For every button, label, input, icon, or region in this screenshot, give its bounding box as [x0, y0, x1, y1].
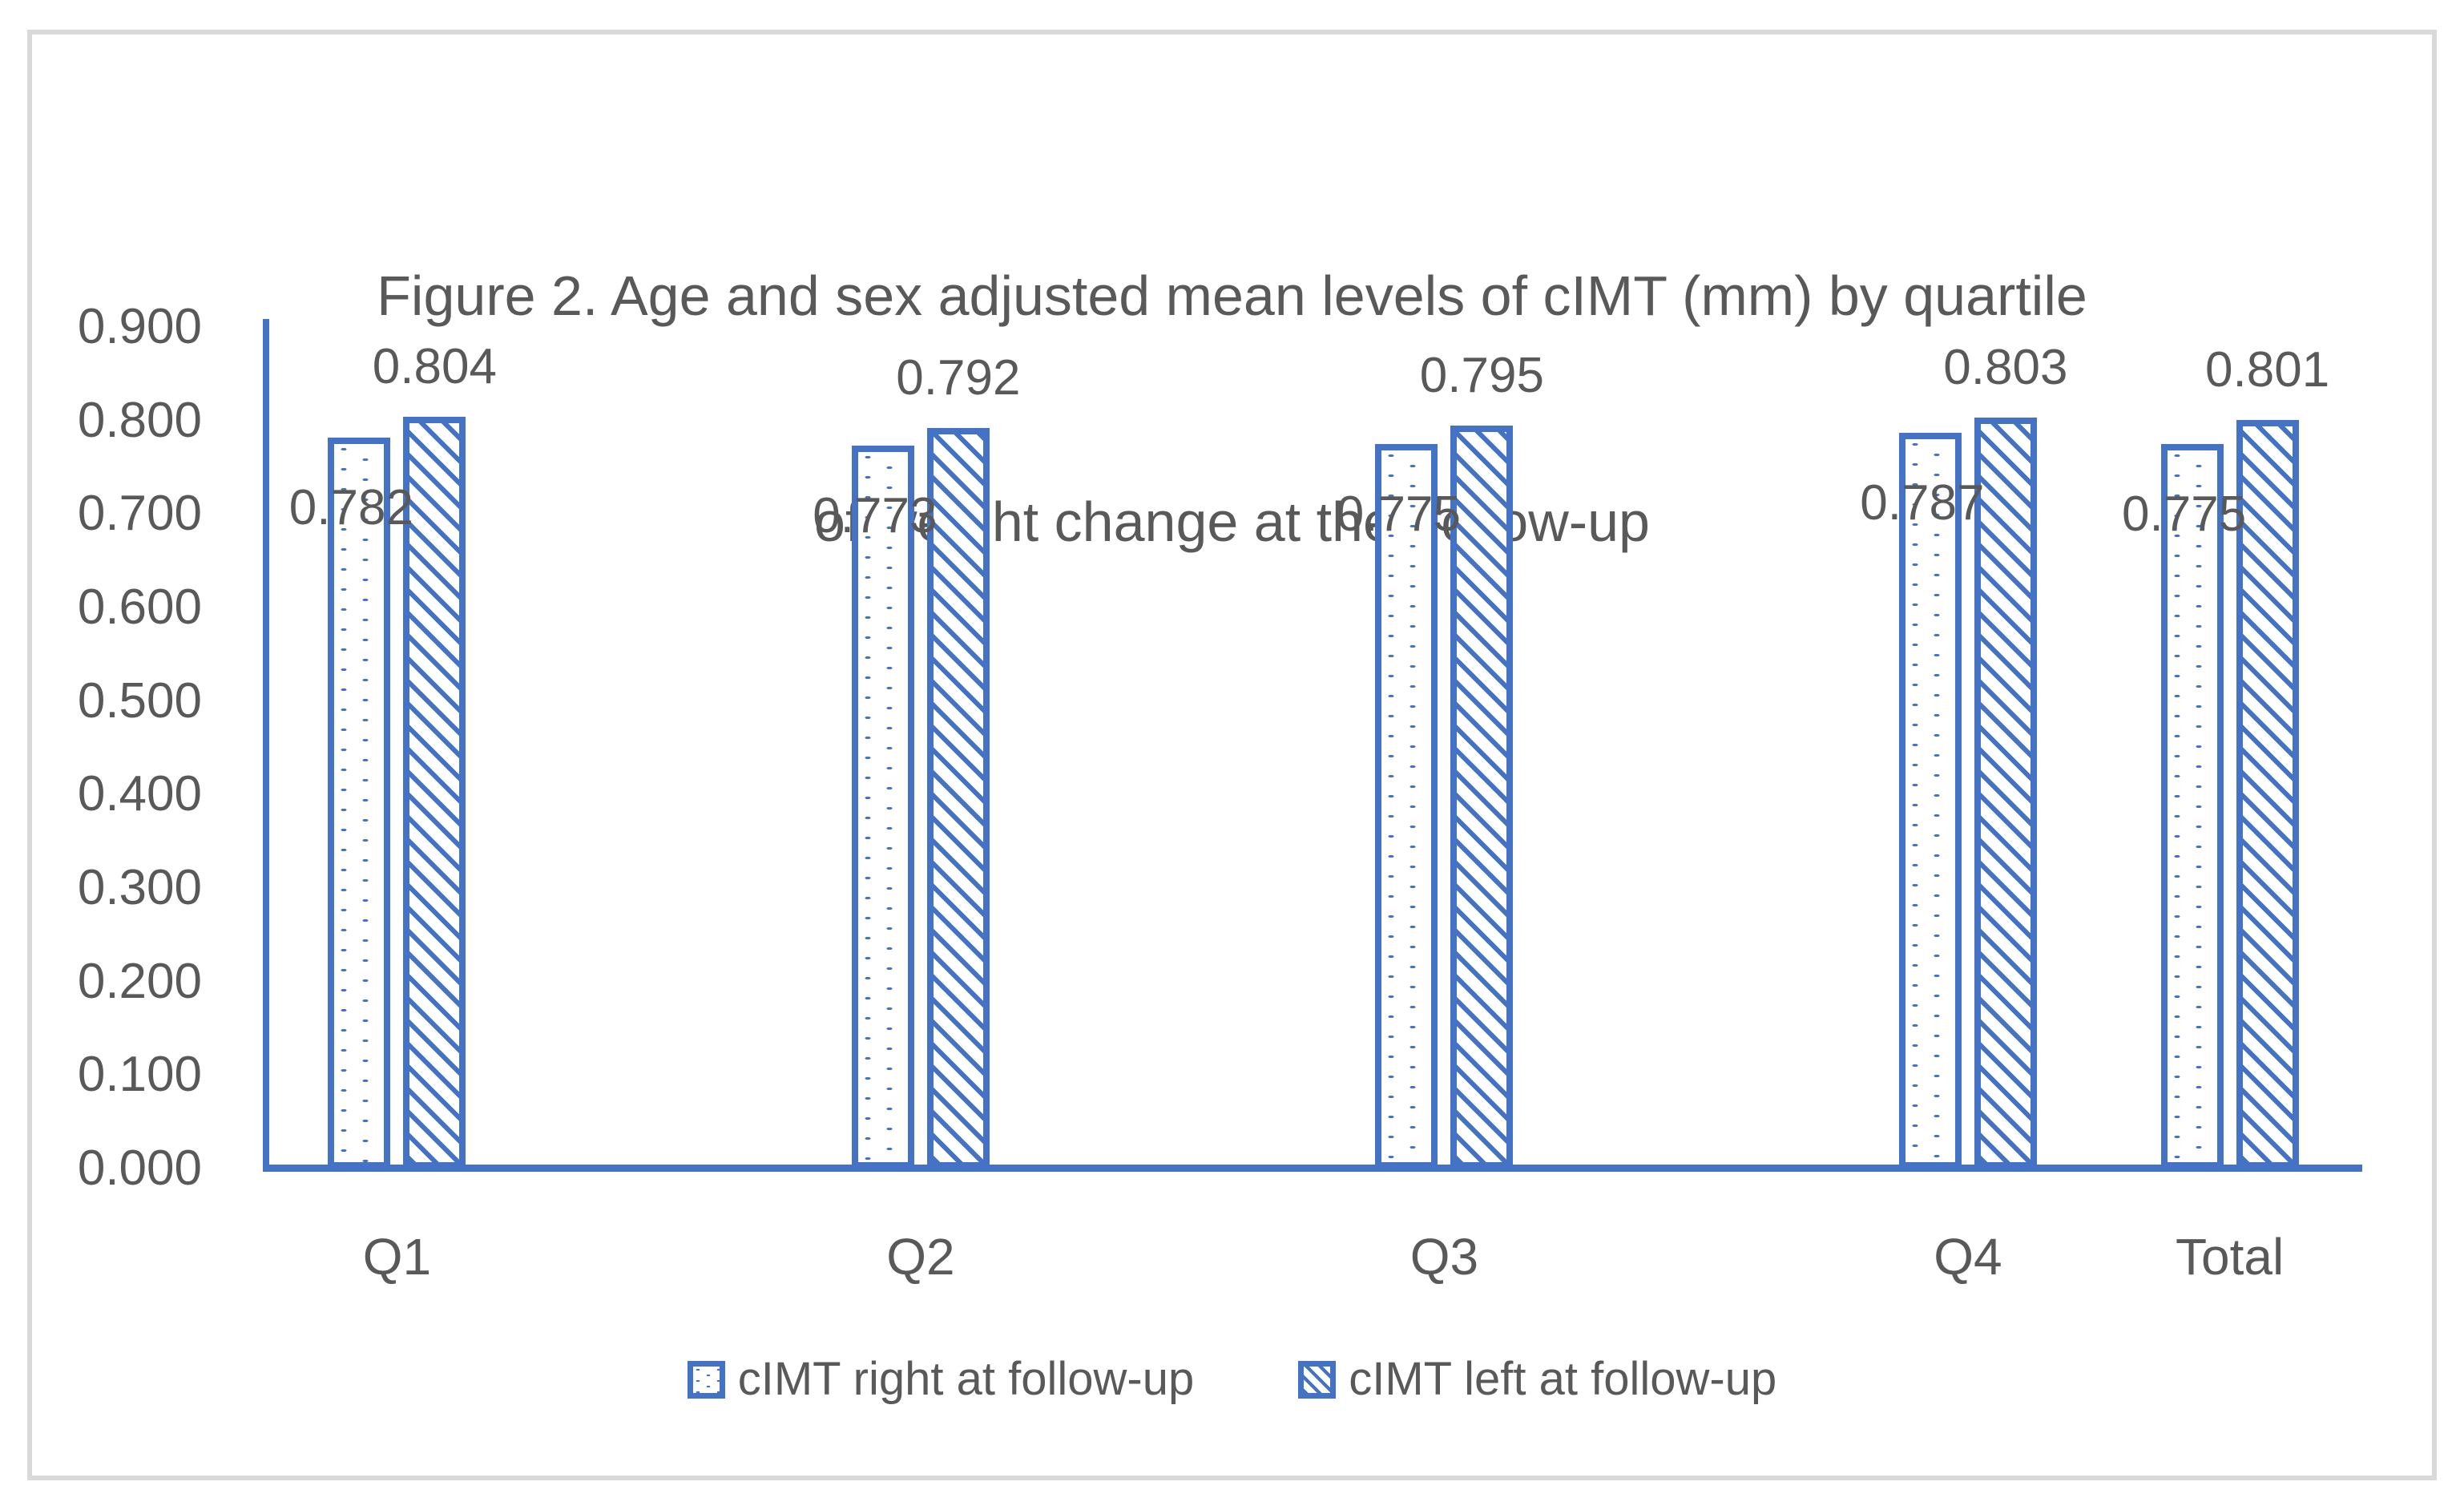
- category-label: Q2: [886, 1228, 955, 1286]
- category-label: Total: [2176, 1228, 2285, 1286]
- category-label: Q3: [1409, 1228, 1479, 1286]
- dotted-pattern-swatch-icon: [687, 1360, 725, 1399]
- y-tick-label: 0.900: [77, 299, 202, 354]
- data-label-cimt-right: 0.782: [288, 479, 413, 535]
- legend-label-cimt-left: cIMT left at follow-up: [1349, 1353, 1777, 1405]
- legend-label-cimt-right: cIMT right at follow-up: [737, 1353, 1195, 1405]
- y-tick-label: 0.200: [77, 953, 202, 1009]
- y-tick-label: 0.700: [77, 486, 202, 542]
- data-label-cimt-left: 0.801: [2205, 341, 2330, 398]
- bar-cimt-left: [403, 417, 466, 1169]
- y-tick-label: 0.600: [77, 579, 202, 635]
- legend: cIMT right at follow-up cIMT left at fol…: [0, 1353, 2464, 1406]
- diagonal-pattern-swatch-icon: [1298, 1360, 1337, 1399]
- bar-cimt-right: [328, 437, 391, 1169]
- bar-cimt-left: [1450, 425, 1514, 1169]
- bar-cimt-right: [1898, 432, 1962, 1169]
- y-tick-label: 0.800: [77, 392, 202, 448]
- category-label: Q1: [362, 1228, 432, 1286]
- y-tick-label: 0.300: [77, 860, 202, 915]
- x-axis-line: [263, 1165, 2362, 1172]
- y-tick-label: 0.000: [77, 1141, 202, 1196]
- data-label-cimt-left: 0.804: [372, 339, 497, 394]
- bar-cimt-left: [2236, 419, 2299, 1169]
- data-label-cimt-right: 0.775: [1336, 486, 1461, 542]
- bar-cimt-right: [851, 446, 914, 1169]
- bar-cimt-right: [1375, 443, 1438, 1169]
- y-axis-line: [263, 319, 269, 1172]
- y-tick-label: 0.500: [77, 672, 202, 729]
- legend-item-cimt-left: cIMT left at follow-up: [1298, 1353, 1776, 1406]
- bar-cimt-right: [2160, 443, 2224, 1169]
- data-label-cimt-right: 0.775: [2122, 486, 2247, 542]
- category-label: Q4: [1934, 1228, 2002, 1286]
- bar-cimt-left: [926, 428, 990, 1169]
- y-tick-label: 0.100: [77, 1047, 202, 1103]
- data-label-cimt-left: 0.803: [1943, 340, 2068, 396]
- data-label-cimt-right: 0.773: [813, 488, 938, 544]
- bar-cimt-left: [1974, 418, 2037, 1169]
- data-label-cimt-left: 0.795: [1419, 347, 1544, 403]
- data-label-cimt-right: 0.787: [1860, 474, 1985, 531]
- chart-title-line-1: Figure 2. Age and sex adjusted mean leve…: [377, 264, 2087, 327]
- data-label-cimt-left: 0.792: [896, 350, 1021, 406]
- legend-item-cimt-right: cIMT right at follow-up: [687, 1353, 1195, 1406]
- y-tick-label: 0.400: [77, 766, 202, 822]
